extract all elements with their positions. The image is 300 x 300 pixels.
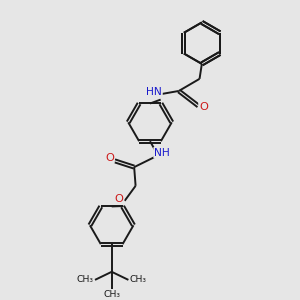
Text: CH₃: CH₃ [103, 290, 120, 299]
Text: O: O [199, 102, 208, 112]
Text: CH₃: CH₃ [130, 275, 147, 284]
Text: O: O [105, 153, 114, 163]
Text: NH: NH [154, 148, 170, 158]
Text: O: O [115, 194, 123, 204]
Text: CH₃: CH₃ [76, 275, 94, 284]
Text: HN: HN [146, 87, 162, 97]
